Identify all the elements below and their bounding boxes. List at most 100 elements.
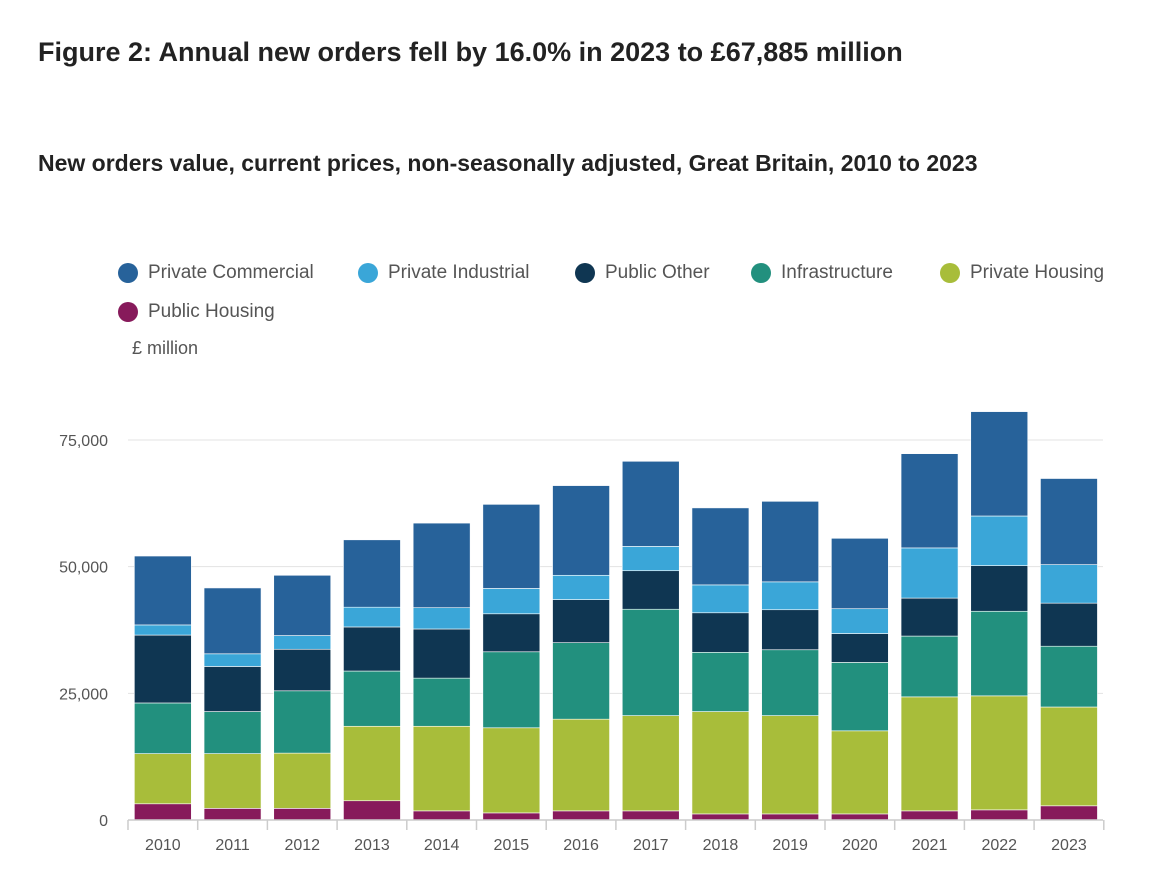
bar-public-housing-2023[interactable]	[1040, 805, 1098, 821]
bar-public-other-2015[interactable]	[482, 613, 541, 653]
bar-private-housing-2023[interactable]	[1040, 706, 1098, 807]
bar-private-industrial-2015[interactable]	[482, 588, 541, 615]
bar-private-housing-2020[interactable]	[831, 730, 889, 815]
legend-label: Public Other	[605, 262, 710, 283]
legend-item-public-other[interactable]: Public Other	[575, 256, 710, 290]
bar-private-commercial-2014[interactable]	[412, 522, 471, 609]
legend-item-private-commercial[interactable]: Private Commercial	[118, 256, 314, 290]
x-tick-label: 2014	[424, 837, 460, 854]
legend-label: Public Housing	[148, 301, 275, 322]
bar-infrastructure-2015[interactable]	[482, 651, 541, 729]
bar-public-other-2011[interactable]	[203, 666, 262, 712]
bar-infrastructure-2012[interactable]	[273, 690, 332, 754]
bar-private-industrial-2013[interactable]	[343, 606, 401, 628]
x-axis: 2010 2011 2012 2013 2014 2015 2016 2017 2018 2019…	[127, 819, 1105, 854]
bar-private-housing-2022[interactable]	[970, 695, 1029, 811]
bar-public-housing-2022[interactable]	[970, 809, 1029, 821]
bar-private-industrial-2016[interactable]	[552, 574, 610, 600]
bar-public-other-2012[interactable]	[273, 648, 332, 692]
bar-public-housing-2021[interactable]	[900, 810, 959, 821]
bar-public-other-2016[interactable]	[552, 599, 610, 643]
bar-public-housing-2015[interactable]	[482, 812, 541, 821]
bar-private-housing-2011[interactable]	[203, 753, 262, 809]
bar-infrastructure-2013[interactable]	[343, 670, 401, 727]
bar-private-commercial-2022[interactable]	[970, 411, 1029, 517]
bar-infrastructure-2020[interactable]	[831, 662, 889, 732]
bar-private-commercial-2020[interactable]	[831, 537, 889, 610]
bar-public-other-2017[interactable]	[621, 570, 680, 610]
bar-private-commercial-2018[interactable]	[691, 507, 750, 586]
bar-public-other-2013[interactable]	[343, 626, 401, 672]
bar-private-industrial-2021[interactable]	[900, 547, 959, 599]
bar-public-other-2010[interactable]	[134, 634, 192, 704]
bar-public-other-2018[interactable]	[691, 612, 750, 653]
bar-public-housing-2018[interactable]	[691, 813, 750, 821]
bar-private-industrial-2020[interactable]	[831, 608, 889, 634]
bar-infrastructure-2023[interactable]	[1040, 645, 1098, 708]
legend-swatch-private-housing	[940, 263, 960, 283]
bar-private-housing-2015[interactable]	[482, 727, 541, 814]
bar-private-industrial-2019[interactable]	[761, 581, 819, 611]
legend-item-private-housing[interactable]: Private Housing	[940, 256, 1104, 290]
bar-public-other-2020[interactable]	[831, 633, 889, 663]
bar-private-commercial-2019[interactable]	[761, 501, 819, 583]
bar-private-housing-2016[interactable]	[552, 718, 610, 812]
bar-infrastructure-2019[interactable]	[761, 649, 819, 716]
bar-infrastructure-2018[interactable]	[691, 651, 750, 712]
bar-public-housing-2010[interactable]	[134, 803, 192, 821]
bar-private-housing-2013[interactable]	[343, 725, 401, 802]
bar-infrastructure-2022[interactable]	[970, 610, 1029, 697]
bar-private-housing-2010[interactable]	[134, 753, 192, 805]
bar-infrastructure-2010[interactable]	[134, 702, 192, 754]
bar-private-commercial-2023[interactable]	[1040, 478, 1098, 565]
bar-private-industrial-2014[interactable]	[412, 607, 471, 630]
bar-infrastructure-2016[interactable]	[552, 642, 610, 720]
bar-public-other-2022[interactable]	[970, 565, 1029, 612]
bar-infrastructure-2014[interactable]	[412, 677, 471, 727]
bar-private-industrial-2018[interactable]	[691, 584, 750, 614]
bar-infrastructure-2011[interactable]	[203, 711, 262, 754]
bar-public-other-2014[interactable]	[412, 628, 471, 679]
bar-private-housing-2018[interactable]	[691, 711, 750, 815]
bar-private-housing-2017[interactable]	[621, 715, 680, 812]
bar-public-housing-2012[interactable]	[273, 808, 332, 821]
bar-public-housing-2017[interactable]	[621, 810, 680, 821]
bar-public-other-2023[interactable]	[1040, 602, 1098, 647]
bar-public-housing-2016[interactable]	[552, 810, 610, 821]
y-tick-label: 50,000	[59, 560, 108, 577]
bar-private-housing-2012[interactable]	[273, 752, 332, 809]
bar-infrastructure-2017[interactable]	[621, 608, 680, 716]
x-tick-label: 2012	[284, 837, 320, 854]
bar-public-housing-2020[interactable]	[831, 813, 889, 821]
legend-item-public-housing[interactable]: Public Housing	[118, 295, 275, 329]
bar-private-commercial-2021[interactable]	[900, 453, 959, 549]
bar-private-housing-2019[interactable]	[761, 715, 819, 815]
x-tick-label: 2013	[354, 837, 390, 854]
bar-private-industrial-2010[interactable]	[134, 624, 192, 636]
bar-private-commercial-2017[interactable]	[621, 460, 680, 547]
bar-private-industrial-2011[interactable]	[203, 653, 262, 667]
y-axis-unit-label: £ million	[132, 338, 199, 358]
bar-private-housing-2021[interactable]	[900, 696, 959, 812]
bar-private-commercial-2011[interactable]	[203, 587, 262, 655]
bar-public-housing-2013[interactable]	[343, 800, 401, 821]
bar-infrastructure-2021[interactable]	[900, 635, 959, 698]
legend-item-infrastructure[interactable]: Infrastructure	[751, 256, 893, 290]
bar-private-commercial-2013[interactable]	[343, 539, 401, 608]
bar-private-industrial-2017[interactable]	[621, 546, 680, 572]
bar-public-other-2019[interactable]	[761, 609, 819, 651]
bar-private-commercial-2016[interactable]	[552, 485, 610, 576]
bar-public-housing-2019[interactable]	[761, 813, 819, 821]
bar-private-housing-2014[interactable]	[412, 725, 471, 812]
bar-private-commercial-2010[interactable]	[134, 555, 192, 626]
bar-private-industrial-2022[interactable]	[970, 515, 1029, 566]
bar-public-housing-2014[interactable]	[412, 810, 471, 821]
bar-public-other-2021[interactable]	[900, 597, 959, 637]
bar-private-industrial-2023[interactable]	[1040, 564, 1098, 604]
x-tick-label: 2023	[1051, 837, 1087, 854]
bar-private-industrial-2012[interactable]	[273, 635, 332, 650]
bar-public-housing-2011[interactable]	[203, 808, 262, 821]
bar-private-commercial-2012[interactable]	[273, 574, 332, 636]
legend-item-private-industrial[interactable]: Private Industrial	[358, 256, 530, 290]
bar-private-commercial-2015[interactable]	[482, 504, 541, 589]
